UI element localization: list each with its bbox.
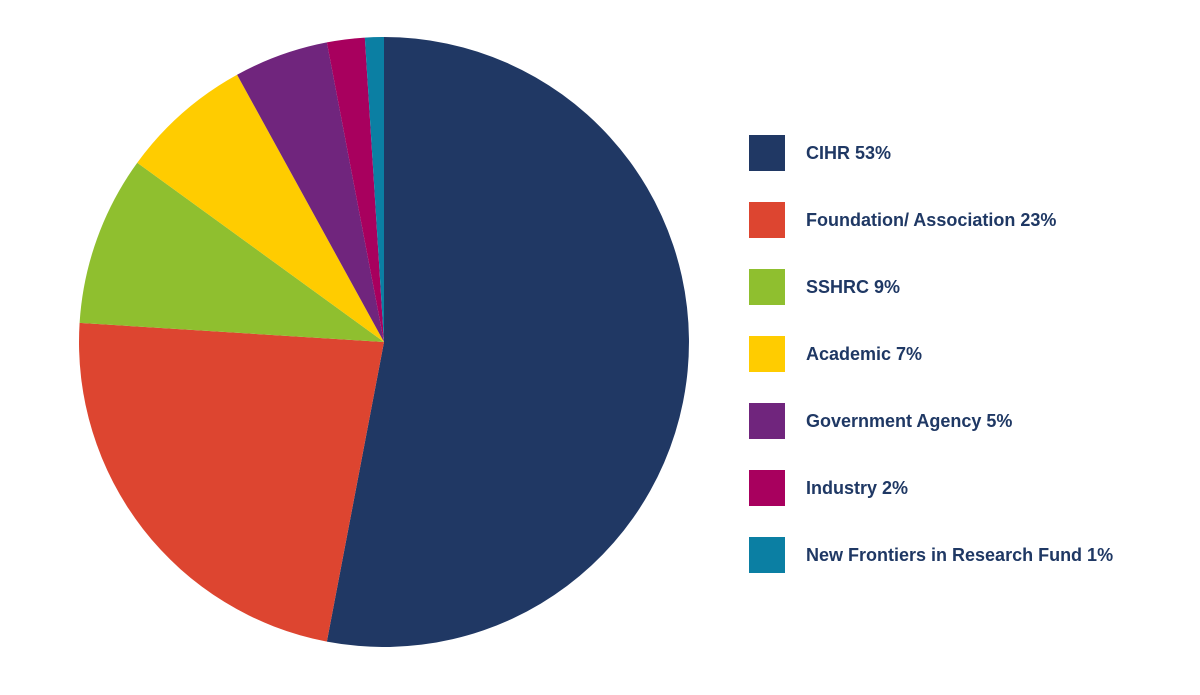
legend-label: CIHR 53% [806,143,891,163]
legend-swatch [749,336,785,372]
legend-swatch [749,135,785,171]
legend-label: SSHRC 9% [806,277,900,297]
pie-slice-new-frontiers-in-research-fund [364,36,384,342]
legend-label: Government Agency 5% [806,411,1012,431]
pie-slice-sshrc [79,162,384,342]
pie-slice-cihr [326,37,689,647]
legend-label: Academic 7% [806,344,922,364]
legend-label: Foundation/ Association 23% [806,210,1056,230]
pie-slice-industry [326,37,384,342]
legend-item: SSHRC 9% [749,269,900,305]
legend-swatch [749,202,785,238]
legend-item: Government Agency 5% [749,403,1012,439]
legend: CIHR 53% Foundation/ Association 23% SSHRC… [749,135,1113,573]
legend-swatch [749,403,785,439]
legend-label: Industry 2% [806,478,908,498]
pie-slice-foundation-association [78,322,385,642]
legend-item: Academic 7% [749,336,922,372]
legend-item: New Frontiers in Research Fund 1% [749,537,1113,573]
legend-item: Foundation/ Association 23% [749,202,1056,238]
legend-label: New Frontiers in Research Fund 1% [806,545,1113,565]
pie-slice-academic [137,74,384,342]
legend-swatch [749,470,785,506]
legend-item: CIHR 53% [749,135,891,171]
legend-swatch [749,537,785,573]
pie-slice-government-agency [237,42,384,343]
legend-swatch [749,269,785,305]
pie-slices [78,36,689,647]
legend-item: Industry 2% [749,470,908,506]
